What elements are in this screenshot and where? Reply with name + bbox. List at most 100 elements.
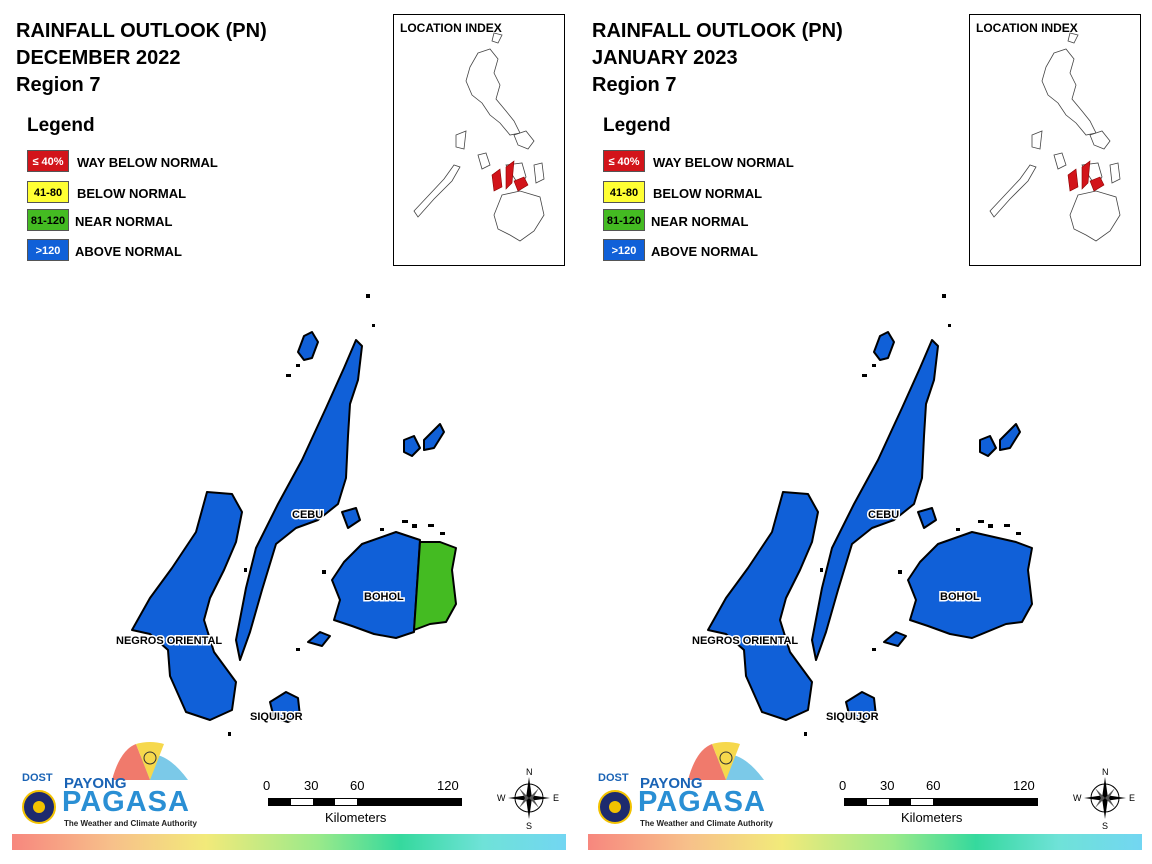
compass-w: W (1073, 793, 1082, 803)
footer-gradient-bar (12, 834, 566, 850)
logo-pagasa: PAGASA (638, 786, 766, 818)
compass-n: N (526, 767, 533, 777)
label-siquijor: SIQUIJOR (826, 711, 879, 723)
location-index-map: LOCATION INDEX (969, 14, 1141, 266)
region7-map: CEBU BOHOL NEGROS ORIENTAL SIQUIJOR (691, 294, 1033, 736)
compass-s: S (526, 821, 532, 831)
island-bohol-small (307, 631, 331, 647)
outlook-panel-january: RAINFALL OUTLOOK (PN) JANUARY 2023 Regio… (576, 0, 1152, 864)
legend-label: WAY BELOW NORMAL (77, 155, 218, 170)
scale-graphic (844, 798, 1038, 806)
scale-tick: 0 (263, 778, 271, 793)
logo-tagline: The Weather and Climate Authority (64, 819, 197, 828)
scale-tick: 60 (926, 778, 941, 793)
north-arrow-icon: N S E W (497, 767, 559, 831)
legend-label: ABOVE NORMAL (75, 244, 182, 259)
legend-swatch: 81-120 (603, 209, 645, 231)
compass-e: E (1129, 793, 1135, 803)
province-negros-oriental (131, 491, 243, 721)
province-cebu (811, 339, 939, 661)
north-arrow-icon: N S E W (1073, 767, 1135, 831)
compass-e: E (553, 793, 559, 803)
island-bantayan (297, 331, 319, 361)
legend-title: Legend (27, 115, 95, 136)
scale-unit: Kilometers (901, 810, 963, 825)
legend-swatch: 81-120 (27, 209, 69, 231)
location-index-map: LOCATION INDEX (393, 14, 565, 266)
label-bohol: BOHOL (940, 591, 980, 603)
island-camotes (403, 435, 421, 457)
scale-tick: 120 (437, 778, 459, 793)
island-camotes (979, 435, 997, 457)
scale-graphic (268, 798, 462, 806)
island-bantayan (873, 331, 895, 361)
legend-label: NEAR NORMAL (651, 214, 749, 229)
legend-swatch: >120 (27, 239, 69, 261)
legend-swatch: ≤ 40% (603, 150, 645, 172)
province-negros-oriental (707, 491, 819, 721)
payong-pagasa-logo: DOST PAYONG PAGASA The Weather and Clima… (594, 740, 774, 832)
legend-title: Legend (603, 115, 671, 136)
island-bohol-small (883, 631, 907, 647)
scale-tick: 60 (350, 778, 365, 793)
legend-label: ABOVE NORMAL (651, 244, 758, 259)
legend-swatch: 41-80 (27, 181, 69, 203)
label-negros-oriental: NEGROS ORIENTAL (116, 635, 222, 647)
map-region: Region 7 (16, 74, 101, 96)
compass-n: N (1102, 767, 1109, 777)
logo-dost: DOST (598, 772, 629, 784)
island-cebu-small (341, 507, 361, 529)
payong-pagasa-logo: DOST PAYONG PAGASA The Weather and Clima… (18, 740, 198, 832)
scale-tick: 30 (304, 778, 319, 793)
province-bohol (907, 531, 1033, 639)
legend-swatch: 41-80 (603, 181, 645, 203)
province-cebu (235, 339, 363, 661)
compass-w: W (497, 793, 506, 803)
label-siquijor: SIQUIJOR (250, 711, 303, 723)
location-index-title: LOCATION INDEX (400, 21, 502, 35)
location-index-title: LOCATION INDEX (976, 21, 1078, 35)
scale-tick: 30 (880, 778, 895, 793)
island-camotes-2 (423, 423, 445, 451)
region7-map: CEBU BOHOL NEGROS ORIENTAL SIQUIJOR (115, 294, 457, 736)
label-bohol: BOHOL (364, 591, 404, 603)
province-bohol-west (331, 531, 421, 639)
logo-dost: DOST (22, 772, 53, 784)
label-negros-oriental: NEGROS ORIENTAL (692, 635, 798, 647)
label-cebu: CEBU (292, 509, 323, 521)
map-region: Region 7 (592, 74, 677, 96)
umbrella-icon (112, 742, 188, 780)
scale-bar: 0 30 60 120 Kilometers (260, 778, 470, 828)
legend-label: WAY BELOW NORMAL (653, 155, 794, 170)
dost-seal-icon (22, 790, 56, 824)
philippines-outline (989, 32, 1121, 242)
philippines-outline (413, 32, 545, 242)
compass-s: S (1102, 821, 1108, 831)
province-bohol-east (413, 541, 457, 631)
logo-payong: PAYONG (64, 775, 127, 792)
island-camotes-2 (999, 423, 1021, 451)
label-cebu: CEBU (868, 509, 899, 521)
legend-label: NEAR NORMAL (75, 214, 173, 229)
umbrella-icon (688, 742, 764, 780)
province-siquijor (845, 691, 877, 723)
legend-swatch: >120 (603, 239, 645, 261)
scale-unit: Kilometers (325, 810, 387, 825)
scale-bar: 0 30 60 120 Kilometers (836, 778, 1046, 828)
scale-tick: 120 (1013, 778, 1035, 793)
island-cebu-small (917, 507, 937, 529)
dost-seal-icon (598, 790, 632, 824)
map-title: RAINFALL OUTLOOK (PN) (592, 20, 843, 42)
scale-tick: 0 (839, 778, 847, 793)
legend-label: BELOW NORMAL (653, 186, 763, 201)
logo-tagline: The Weather and Climate Authority (640, 819, 773, 828)
legend-label: BELOW NORMAL (77, 186, 187, 201)
outlook-panel-december: RAINFALL OUTLOOK (PN) DECEMBER 2022 Regi… (12, 14, 566, 850)
map-month: JANUARY 2023 (592, 47, 738, 69)
map-month: DECEMBER 2022 (16, 47, 181, 69)
province-siquijor (269, 691, 301, 723)
footer-gradient-bar (588, 834, 1142, 850)
map-title: RAINFALL OUTLOOK (PN) (16, 20, 267, 42)
logo-pagasa: PAGASA (62, 786, 190, 818)
legend-swatch: ≤ 40% (27, 150, 69, 172)
